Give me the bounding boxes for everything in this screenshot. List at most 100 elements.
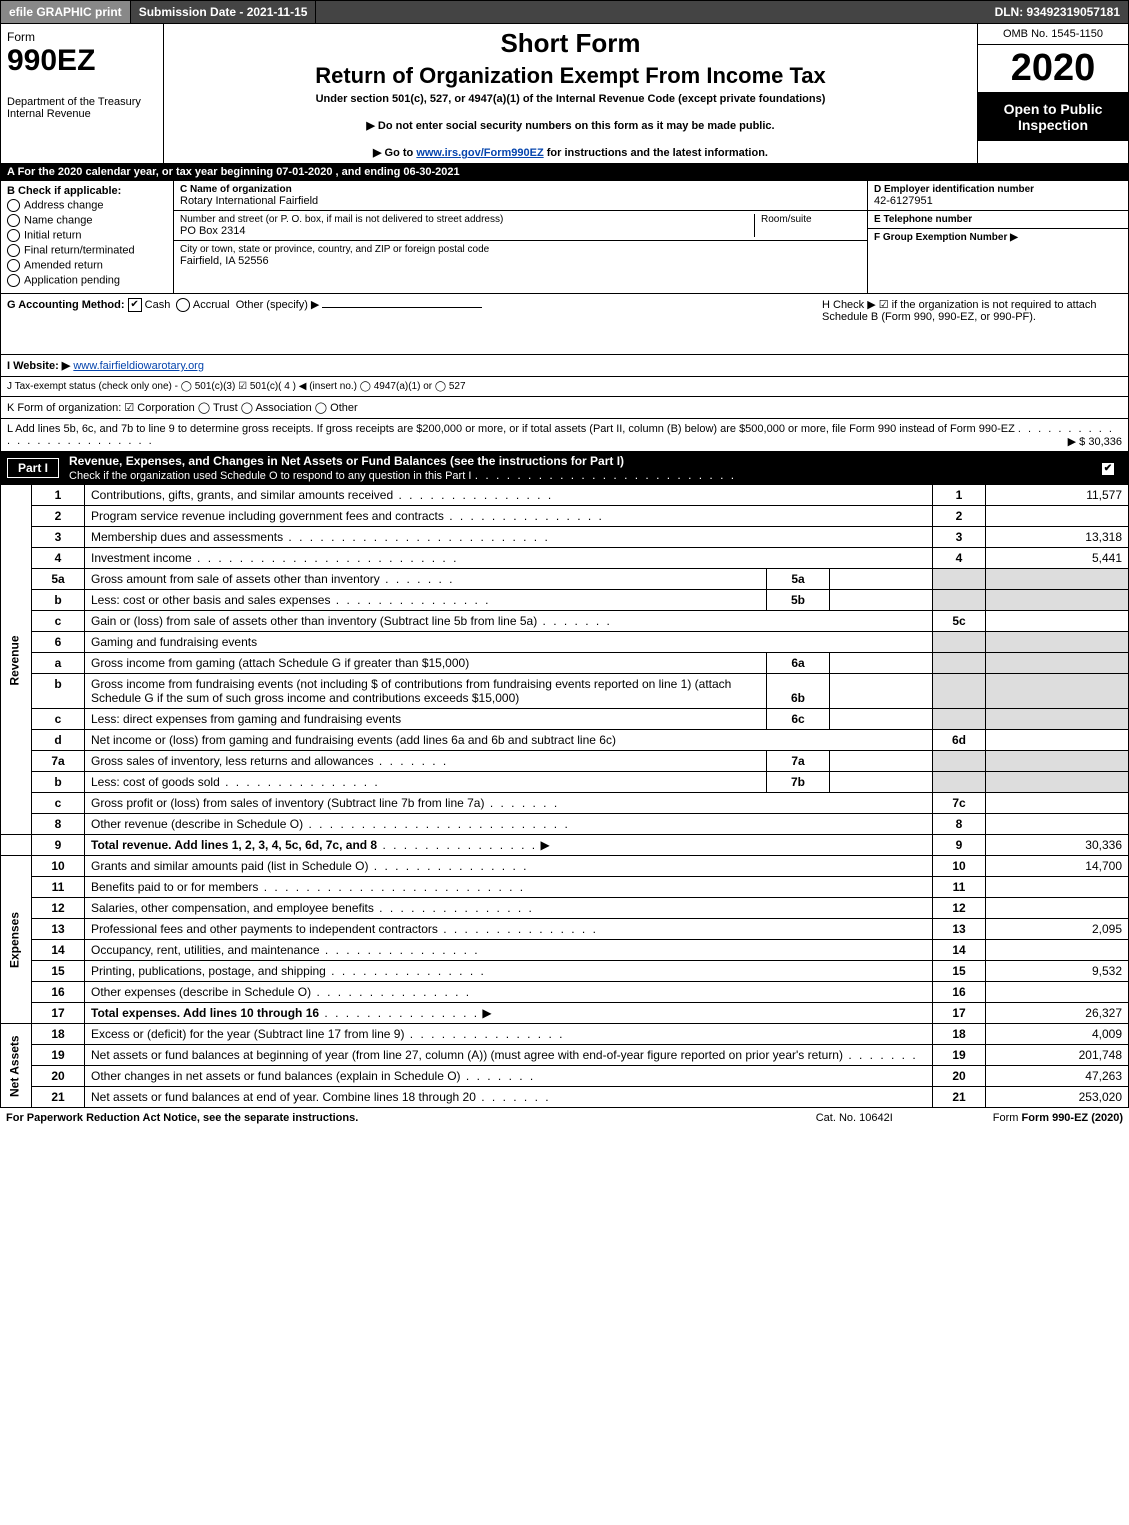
org-address: PO Box 2314 [180,225,754,237]
l7b-ref [933,772,986,793]
l13-num: 13 [32,919,85,940]
g-cash-check[interactable] [128,298,142,312]
l13-ref: 13 [933,919,986,940]
l17-ref: 17 [933,1003,986,1024]
l6d-amt [986,730,1129,751]
line-l: L Add lines 5b, 6c, and 7b to line 9 to … [0,419,1129,452]
goto-pre: ▶ Go to [373,147,416,159]
part-i-tag: Part I [7,458,59,478]
l4-amt: 5,441 [986,548,1129,569]
tax-year: 2020 [978,45,1128,93]
l19-ref: 19 [933,1045,986,1066]
cat-no: Cat. No. 10642I [816,1112,893,1124]
main-title: Return of Organization Exempt From Incom… [172,63,969,89]
l4-desc: Investment income [85,548,933,569]
l6b-num: b [32,674,85,709]
form-header: Form 990EZ Department of the Treasury In… [0,24,1129,164]
l14-ref: 14 [933,940,986,961]
l8-num: 8 [32,814,85,835]
l5a-amt [986,569,1129,590]
irs-link[interactable]: www.irs.gov/Form990EZ [416,147,543,159]
room-label: Room/suite [754,214,861,237]
l6d-ref: 6d [933,730,986,751]
efile-print[interactable]: efile GRAPHIC print [1,1,131,23]
l6a-subamt [830,653,933,673]
b-opt-name[interactable]: Name change [7,214,167,227]
l10-num: 10 [32,856,85,877]
l1-amt: 11,577 [986,485,1129,506]
l5b-subamt [830,590,933,610]
submission-date: Submission Date - 2021-11-15 [131,1,317,23]
l7a-sub: 7a [767,751,830,771]
header-left: Form 990EZ Department of the Treasury In… [1,24,164,163]
l13-amt: 2,095 [986,919,1129,940]
l4-ref: 4 [933,548,986,569]
b-opt-final[interactable]: Final return/terminated [7,244,167,257]
paperwork-notice: For Paperwork Reduction Act Notice, see … [6,1112,358,1124]
b-opt-initial[interactable]: Initial return [7,229,167,242]
l5b-amt [986,590,1129,611]
l7a-subamt [830,751,933,771]
section-b: B Check if applicable: Address change Na… [1,181,174,293]
g-other: Other (specify) ▶ [236,299,320,311]
l6-desc: Gaming and fundraising events [85,632,933,653]
l3-desc: Membership dues and assessments [85,527,933,548]
header-center: Short Form Return of Organization Exempt… [164,24,977,163]
l5c-desc: Gain or (loss) from sale of assets other… [85,611,933,632]
l5c-amt [986,611,1129,632]
l6a-num: a [32,653,85,674]
i-label: I Website: ▶ [7,360,70,372]
form-number: 990EZ [7,44,157,78]
l20-amt: 47,263 [986,1066,1129,1087]
l8-ref: 8 [933,814,986,835]
l9-desc: Total revenue. Add lines 1, 2, 3, 4, 5c,… [85,835,933,856]
l6a-amt [986,653,1129,674]
l7b-desc: Less: cost of goods sold 7b [85,772,933,793]
l-text: L Add lines 5b, 6c, and 7b to line 9 to … [7,423,1015,435]
l5c-num: c [32,611,85,632]
line-i: I Website: ▶ www.fairfieldiowarotary.org [0,355,1129,377]
l2-num: 2 [32,506,85,527]
line-k: K Form of organization: ☑ Corporation ◯ … [0,397,1129,419]
g-accrual-check[interactable] [176,298,190,312]
l7c-num: c [32,793,85,814]
l5a-num: 5a [32,569,85,590]
l6a-ref [933,653,986,674]
open-public: Open to Public Inspection [978,93,1128,141]
part-i-check[interactable] [1101,462,1115,476]
l12-amt [986,898,1129,919]
l11-ref: 11 [933,877,986,898]
b-opt-address[interactable]: Address change [7,199,167,212]
l19-desc: Net assets or fund balances at beginning… [85,1045,933,1066]
l6c-amt [986,709,1129,730]
l6b-desc: Gross income from fundraising events (no… [85,674,933,709]
l6c-ref [933,709,986,730]
page-footer: For Paperwork Reduction Act Notice, see … [0,1108,1129,1128]
website-link[interactable]: www.fairfieldiowarotary.org [73,360,204,372]
part-i-table: Revenue 1 Contributions, gifts, grants, … [0,485,1129,1108]
l16-num: 16 [32,982,85,1003]
b-title: B Check if applicable: [7,185,167,197]
b-opt-pending[interactable]: Application pending [7,274,167,287]
l15-amt: 9,532 [986,961,1129,982]
l20-desc: Other changes in net assets or fund bala… [85,1066,933,1087]
form-id: Form Form 990-EZ (2020) [993,1112,1123,1124]
l3-ref: 3 [933,527,986,548]
sub-title: Under section 501(c), 527, or 4947(a)(1)… [172,93,969,105]
org-city: Fairfield, IA 52556 [180,255,861,267]
group-label: F Group Exemption Number ▶ [874,232,1122,243]
netassets-side-label: Net Assets [1,1024,32,1108]
l7b-subamt [830,772,933,792]
l7c-amt [986,793,1129,814]
l5a-sub: 5a [767,569,830,589]
b-opt-amended[interactable]: Amended return [7,259,167,272]
l5a-ref [933,569,986,590]
l6-num: 6 [32,632,85,653]
header-right: OMB No. 1545-1150 2020 Open to Public In… [977,24,1128,163]
l5b-desc: Less: cost or other basis and sales expe… [85,590,933,611]
l17-amt: 26,327 [986,1003,1129,1024]
l15-num: 15 [32,961,85,982]
l3-num: 3 [32,527,85,548]
l6c-desc: Less: direct expenses from gaming and fu… [85,709,933,730]
ssn-notice: ▶ Do not enter social security numbers o… [172,119,969,132]
